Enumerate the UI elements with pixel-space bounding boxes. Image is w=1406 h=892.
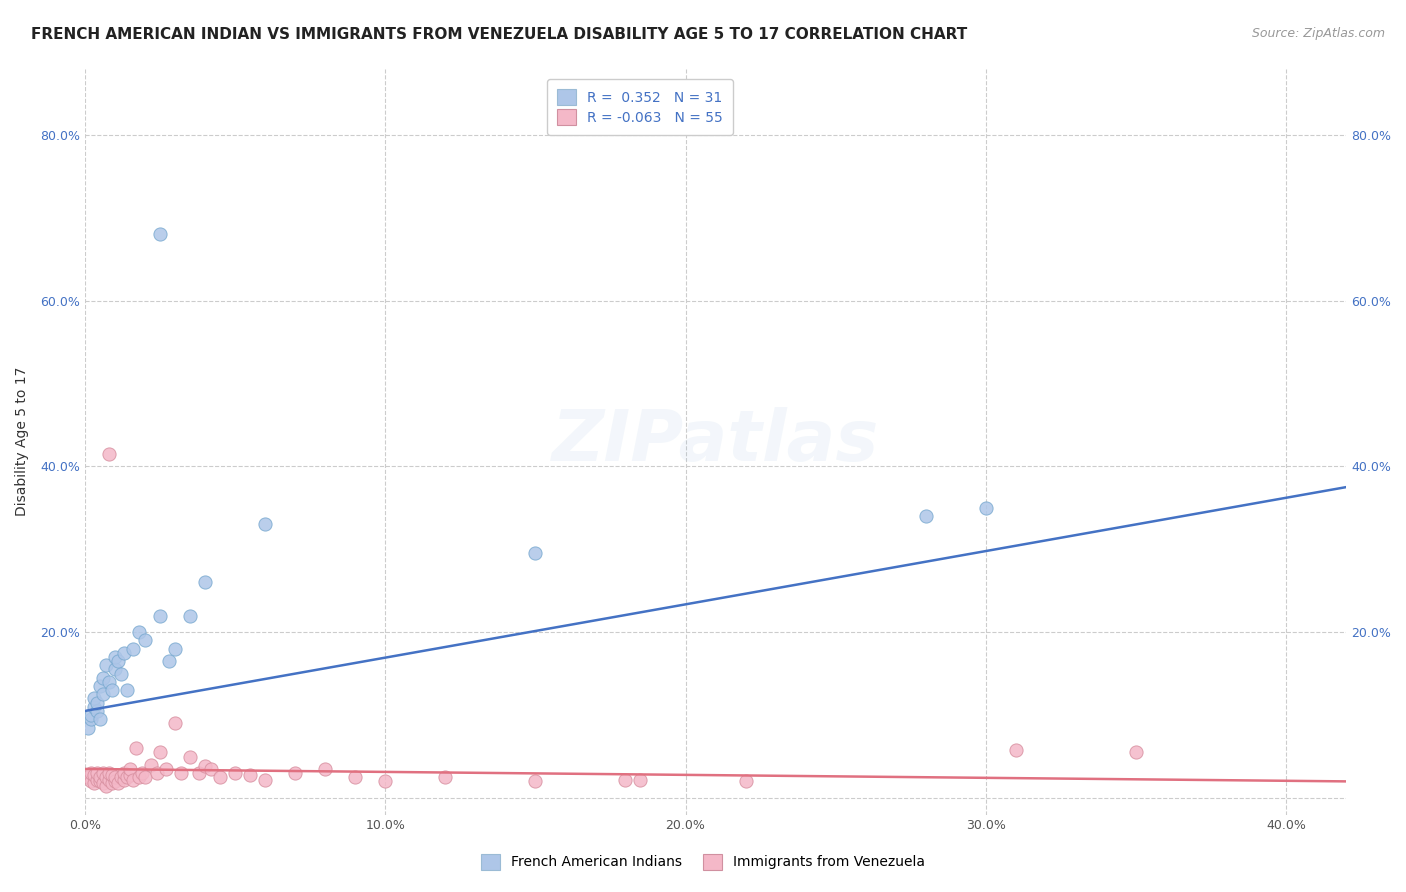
Point <box>524 774 547 789</box>
Point <box>115 683 138 698</box>
Point <box>104 663 127 677</box>
Point <box>974 500 997 515</box>
Point <box>139 757 162 772</box>
Point <box>86 766 108 780</box>
Point <box>614 772 637 787</box>
Point <box>630 772 652 787</box>
Point <box>112 646 135 660</box>
Point <box>149 745 172 759</box>
Point <box>128 625 150 640</box>
Point <box>91 671 114 685</box>
Point <box>131 766 153 780</box>
Point <box>98 674 121 689</box>
Text: FRENCH AMERICAN INDIAN VS IMMIGRANTS FROM VENEZUELA DISABILITY AGE 5 TO 17 CORRE: FRENCH AMERICAN INDIAN VS IMMIGRANTS FRO… <box>31 27 967 42</box>
Point <box>94 779 117 793</box>
Point <box>80 774 103 789</box>
Point <box>80 712 103 726</box>
Point <box>239 768 262 782</box>
Point <box>91 776 114 790</box>
Point <box>125 741 148 756</box>
Point <box>83 699 105 714</box>
Point <box>104 770 127 784</box>
Point <box>89 712 111 726</box>
Point <box>122 641 145 656</box>
Point <box>107 654 129 668</box>
Point <box>94 658 117 673</box>
Point <box>146 766 169 780</box>
Point <box>98 772 121 787</box>
Point <box>209 770 232 784</box>
Legend: French American Indians, Immigrants from Venezuela: French American Indians, Immigrants from… <box>472 846 934 878</box>
Point <box>194 575 217 590</box>
Point <box>134 633 156 648</box>
Point <box>122 772 145 787</box>
Point <box>374 774 396 789</box>
Point <box>254 517 277 532</box>
Point <box>344 770 367 784</box>
Point <box>80 766 103 780</box>
Point <box>200 762 222 776</box>
Point <box>80 708 103 723</box>
Point <box>112 766 135 780</box>
Point <box>914 509 936 524</box>
Point <box>1004 743 1026 757</box>
Point <box>165 641 187 656</box>
Point <box>149 608 172 623</box>
Point <box>194 759 217 773</box>
Point <box>83 776 105 790</box>
Point <box>83 691 105 706</box>
Point <box>115 770 138 784</box>
Point <box>89 774 111 789</box>
Point <box>434 770 457 784</box>
Point <box>118 768 141 782</box>
Point <box>110 666 132 681</box>
Point <box>1125 745 1147 759</box>
Point <box>112 772 135 787</box>
Point <box>104 650 127 665</box>
Point <box>165 716 187 731</box>
Point <box>118 762 141 776</box>
Text: Source: ZipAtlas.com: Source: ZipAtlas.com <box>1251 27 1385 40</box>
Point <box>86 696 108 710</box>
Point <box>134 770 156 784</box>
Point <box>83 768 105 782</box>
Point <box>179 608 201 623</box>
Y-axis label: Disability Age 5 to 17: Disability Age 5 to 17 <box>15 367 30 516</box>
Point <box>104 774 127 789</box>
Point <box>149 227 172 242</box>
Point <box>77 721 100 735</box>
Point <box>94 770 117 784</box>
Point <box>224 766 246 780</box>
Point <box>86 704 108 718</box>
Point <box>89 770 111 784</box>
Point <box>524 546 547 560</box>
Point <box>91 687 114 701</box>
Point <box>179 749 201 764</box>
Point <box>314 762 336 776</box>
Point <box>101 768 124 782</box>
Point <box>101 776 124 790</box>
Text: ZIPatlas: ZIPatlas <box>553 407 879 476</box>
Point <box>89 679 111 693</box>
Point <box>128 770 150 784</box>
Point <box>188 766 211 780</box>
Point <box>98 766 121 780</box>
Point <box>86 772 108 787</box>
Point <box>155 762 177 776</box>
Point <box>91 766 114 780</box>
Point <box>110 770 132 784</box>
Point <box>170 766 193 780</box>
Legend: R =  0.352   N = 31, R = -0.063   N = 55: R = 0.352 N = 31, R = -0.063 N = 55 <box>547 79 733 135</box>
Point <box>98 447 121 461</box>
Point <box>284 766 307 780</box>
Point <box>157 654 180 668</box>
Point <box>101 683 124 698</box>
Point <box>77 770 100 784</box>
Point <box>254 772 277 787</box>
Point <box>107 776 129 790</box>
Point <box>734 774 756 789</box>
